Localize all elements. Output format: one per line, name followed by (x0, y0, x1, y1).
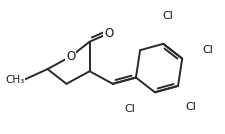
Text: CH₃: CH₃ (5, 75, 24, 85)
Text: O: O (104, 27, 113, 40)
Text: O: O (66, 50, 75, 63)
Text: Cl: Cl (202, 45, 213, 55)
Text: Cl: Cl (185, 102, 196, 112)
Text: Cl: Cl (124, 104, 135, 114)
Text: Cl: Cl (162, 12, 173, 21)
